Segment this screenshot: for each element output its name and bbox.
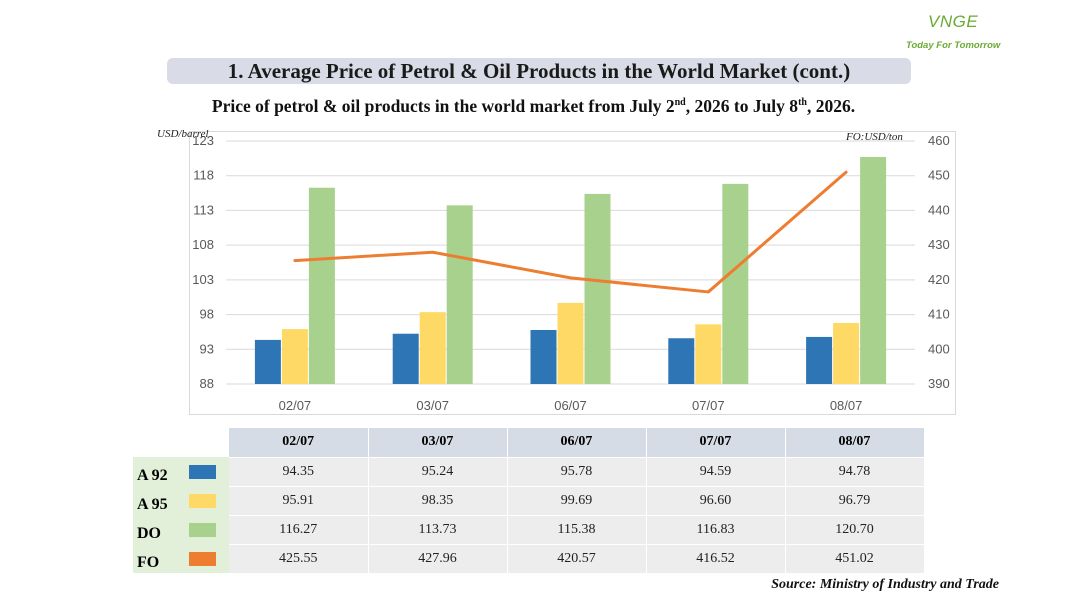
bar-do: [722, 183, 749, 384]
bar-a92: [254, 339, 281, 384]
x-tick-label: 06/07: [554, 398, 587, 413]
table-cell: 425.55: [229, 543, 369, 573]
table-cell: 94.78: [785, 456, 925, 486]
subtitle-sup1: nd: [674, 97, 686, 109]
y-left-tick-label: 88: [200, 376, 214, 391]
y-left-tick-label: 118: [193, 168, 214, 183]
row-label-cell: DO: [133, 515, 229, 544]
legend-swatch-fo: [189, 552, 216, 566]
bar-a92: [530, 329, 557, 384]
subtitle-sup2: th: [798, 97, 807, 109]
bar-a95: [419, 312, 446, 384]
row-label-cell: A 95: [133, 486, 229, 515]
table-cell: 115.38: [507, 514, 647, 544]
y-axis-right-unit: FO:USD/ton: [846, 131, 903, 143]
legend-swatch-a95: [189, 494, 216, 508]
y-left-tick-label: 123: [192, 133, 214, 148]
table-header-row: 02/07 03/07 06/07 07/07 08/07: [133, 428, 925, 457]
logo-tagline: Today For Tomorrow: [906, 40, 1001, 51]
chart-frame: [189, 131, 956, 415]
table-cell: 95.91: [229, 485, 369, 515]
table-cell: 451.02: [785, 543, 925, 573]
table-header-cell: 03/07: [368, 428, 508, 457]
y-right-tick-label: 410: [928, 307, 950, 322]
legend-swatch-a92: [189, 465, 216, 479]
table-cell: 98.35: [368, 485, 508, 515]
y-right-tick-label: 420: [928, 272, 950, 287]
table-header-cell: 06/07: [507, 428, 647, 457]
bar-do: [308, 187, 335, 384]
table-header-cell: 08/07: [785, 428, 925, 457]
line-fo: [293, 170, 848, 294]
y-left-tick-label: 103: [192, 272, 214, 287]
legend-swatch-do: [189, 523, 216, 537]
y-right-tick-label: 440: [928, 202, 950, 217]
y-left-tick-label: 108: [192, 237, 214, 252]
y-right-tick-label: 430: [928, 237, 950, 252]
bar-a92: [806, 336, 833, 384]
bar-a95: [281, 329, 308, 384]
bar-a92: [668, 338, 695, 384]
table-cell: 94.35: [229, 456, 369, 486]
table-row: DO 116.27 113.73 115.38 116.83 120.70: [133, 514, 925, 544]
bar-a95: [557, 302, 584, 384]
y-left-tick-label: 113: [193, 202, 214, 217]
bar-do: [446, 205, 473, 384]
page-title-bar: 1. Average Price of Petrol & Oil Product…: [167, 58, 911, 84]
table-cell: 94.59: [646, 456, 786, 486]
bar-a95: [695, 324, 722, 384]
table-corner: [133, 428, 229, 457]
table-cell: 120.70: [785, 514, 925, 544]
bar-a95: [833, 322, 860, 384]
bar-a92: [392, 333, 419, 384]
y-left-tick-label: 98: [200, 307, 214, 322]
row-label-cell: FO: [133, 544, 229, 573]
x-tick-label: 02/07: [279, 398, 312, 413]
row-label: A 92: [137, 467, 168, 484]
table-header-cell: 07/07: [646, 428, 786, 457]
subtitle-part3: , 2026.: [806, 96, 856, 116]
bar-do: [584, 193, 611, 384]
y-right-tick-label: 450: [928, 168, 950, 183]
data-table: 02/07 03/07 06/07 07/07 08/07 A 92 94.35…: [133, 428, 925, 573]
y-right-tick-label: 460: [928, 133, 950, 148]
brand-logo: VNGE Today For Tomorrow: [906, 8, 1006, 56]
table-cell: 95.78: [507, 456, 647, 486]
y-left-tick-label: 93: [200, 341, 214, 356]
table-cell: 116.27: [229, 514, 369, 544]
subtitle-part2: , 2026 to July 8: [685, 96, 799, 116]
y-right-tick-label: 400: [928, 341, 950, 356]
x-tick-label: 07/07: [692, 398, 725, 413]
row-label: DO: [137, 525, 161, 542]
table-cell: 116.83: [646, 514, 786, 544]
chart-subtitle: Price of petrol & oil products in the wo…: [0, 96, 1067, 117]
row-label: FO: [137, 554, 160, 571]
x-tick-label: 03/07: [416, 398, 449, 413]
table-cell: 420.57: [507, 543, 647, 573]
table-row: A 95 95.91 98.35 99.69 96.60 96.79: [133, 485, 925, 515]
page-title: 1. Average Price of Petrol & Oil Product…: [227, 58, 851, 83]
table-row: A 92 94.35 95.24 95.78 94.59 94.78: [133, 456, 925, 486]
table-cell: 113.73: [368, 514, 508, 544]
table-row: FO 425.55 427.96 420.57 416.52 451.02: [133, 543, 925, 573]
y-right-tick-label: 390: [928, 376, 950, 391]
source-note: Source: Ministry of Industry and Trade: [771, 577, 999, 592]
table-cell: 99.69: [507, 485, 647, 515]
table-header-cell: 02/07: [229, 428, 369, 457]
row-label: A 95: [137, 496, 168, 513]
combo-chart: 88 93 98 103 108 113 118 123 390 400 410 420 430 440 4…: [192, 133, 950, 413]
table-cell: 427.96: [368, 543, 508, 573]
subtitle-part1: Price of petrol & oil products in the wo…: [211, 96, 675, 116]
table-cell: 416.52: [646, 543, 786, 573]
table-cell: 96.79: [785, 485, 925, 515]
bar-do: [860, 156, 887, 384]
y-axis-left-unit: USD/barrel: [157, 128, 209, 140]
x-tick-label: 08/07: [830, 398, 863, 413]
table-cell: 95.24: [368, 456, 508, 486]
logo-wordmark: VNGE: [928, 12, 979, 31]
row-label-cell: A 92: [133, 457, 229, 486]
table-cell: 96.60: [646, 485, 786, 515]
